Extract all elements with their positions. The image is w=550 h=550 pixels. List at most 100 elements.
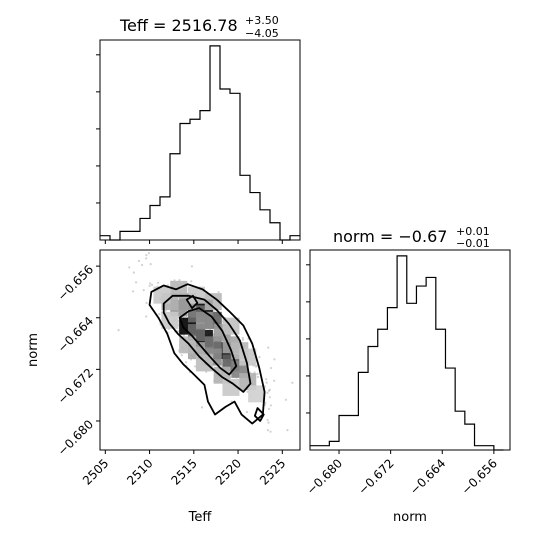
scatter-point [267,346,270,349]
density-cell [195,311,213,329]
scatter-point [180,354,183,357]
scatter-point [132,271,135,274]
scatter-point [147,252,150,255]
teff-hist-bin [210,46,220,240]
norm-hist-bin [465,424,475,450]
scatter-point [131,290,135,293]
scatter-point [245,410,249,414]
scatter-point [182,334,185,337]
scatter-point [256,372,259,376]
teff-hist-frame [99,39,301,241]
teff-title-sub: −4.05 [245,27,279,40]
density-cell [222,378,240,396]
scatter-point [273,379,276,382]
teff-hist-bin [180,124,190,240]
teff-norm-2d-panel: 2505 2510 2515 2520 2525 −0.656 −0.664 −0.672 −0… [55,249,317,488]
contour-line [148,283,266,425]
scatter-point [273,358,276,361]
teff-hist-bin [120,231,130,240]
norm-hist-bin [484,446,494,450]
norm-hist-bin [320,446,330,450]
scatter-point [246,390,249,393]
norm-hist-x-tick-label: −0.656 [459,456,500,497]
teff-histogram [96,39,301,244]
density-cell [204,293,222,311]
norm-title-base: norm = −0.67 [333,227,447,246]
norm-hist-bin [358,372,368,450]
scatter-point [267,407,271,410]
scatter-point [212,309,215,312]
scatter-point [149,263,152,266]
teff-hist-bin [270,223,280,240]
norm-hist-bin [445,368,455,450]
teff-x-tick-label: 2520 [213,456,244,487]
scatter-point [254,365,258,368]
scatter-point [217,290,220,294]
scatter-point [145,301,148,305]
teff-hist-bin [190,119,200,240]
scatter-point [256,375,260,378]
scatter-point [194,365,197,368]
scatter-point [258,356,261,359]
scatter-point [266,418,269,422]
teff-x-tick-label: 2525 [257,456,288,487]
teff-hist-bin [290,236,300,240]
norm-x-axis-label: norm [393,510,427,525]
density-cell [153,286,171,304]
norm-histogram: −0.680 −0.672 −0.664 −0.656 [304,249,511,498]
teff-hist-bin [260,210,270,240]
norm-hist-bin [397,256,407,450]
scatter-point [286,429,289,432]
scatter-point [140,263,144,267]
norm-hist-bin [349,415,359,450]
scatter-point [117,329,120,332]
panel-inner [65,250,317,433]
scatter-point [268,388,271,391]
teff-hist-bin [220,89,230,240]
scatter-point [241,336,244,340]
scatter-point [269,404,273,407]
norm-hist-bin [475,446,485,450]
teff-hist-bin [150,205,160,240]
scatter-point [315,428,317,430]
scatter-point [265,378,268,381]
norm-hist-bin [387,308,397,450]
teff-x-tick-label: 2505 [80,456,111,487]
norm-hist-x-tick-label: −0.664 [407,456,448,497]
scatter-point [142,289,145,292]
density-cell [248,385,266,403]
scatter-point [156,281,160,284]
contour-line [185,294,199,309]
scatter-point [137,259,141,263]
teff-hist-bin [200,111,210,240]
norm-hist-frame [309,249,511,451]
scatter-point [65,267,67,269]
scatter-point [148,284,151,287]
norm-y-tick-label: −0.672 [55,366,96,407]
scatter-point [269,430,272,433]
norm-hist-bin [329,441,339,450]
teff-title-base: Teff = 2516.78 [119,16,238,35]
panel-2d-frame [99,249,301,451]
scatter-point [158,313,161,316]
teff-hist-bin [250,193,260,240]
scatter-point [291,381,294,384]
norm-y-tick-label: −0.656 [55,262,96,303]
teff-hist-bin [230,93,240,240]
scatter-point [266,391,269,394]
norm-hist-bin [426,277,436,450]
norm-hist-bin [416,286,426,450]
norm-hist-bin [436,329,446,450]
norm-hist-x-tick-label: −0.680 [304,456,345,497]
scatter-point [145,257,148,260]
norm-y-tick-label: −0.680 [55,417,96,458]
scatter-point [267,421,270,424]
norm-hist-bin [368,346,378,450]
scatter-point [164,309,167,312]
norm-hist-bin [407,303,417,450]
scatter-point [134,281,138,284]
norm-hist-bin [310,446,320,450]
scatter-point [190,265,194,268]
